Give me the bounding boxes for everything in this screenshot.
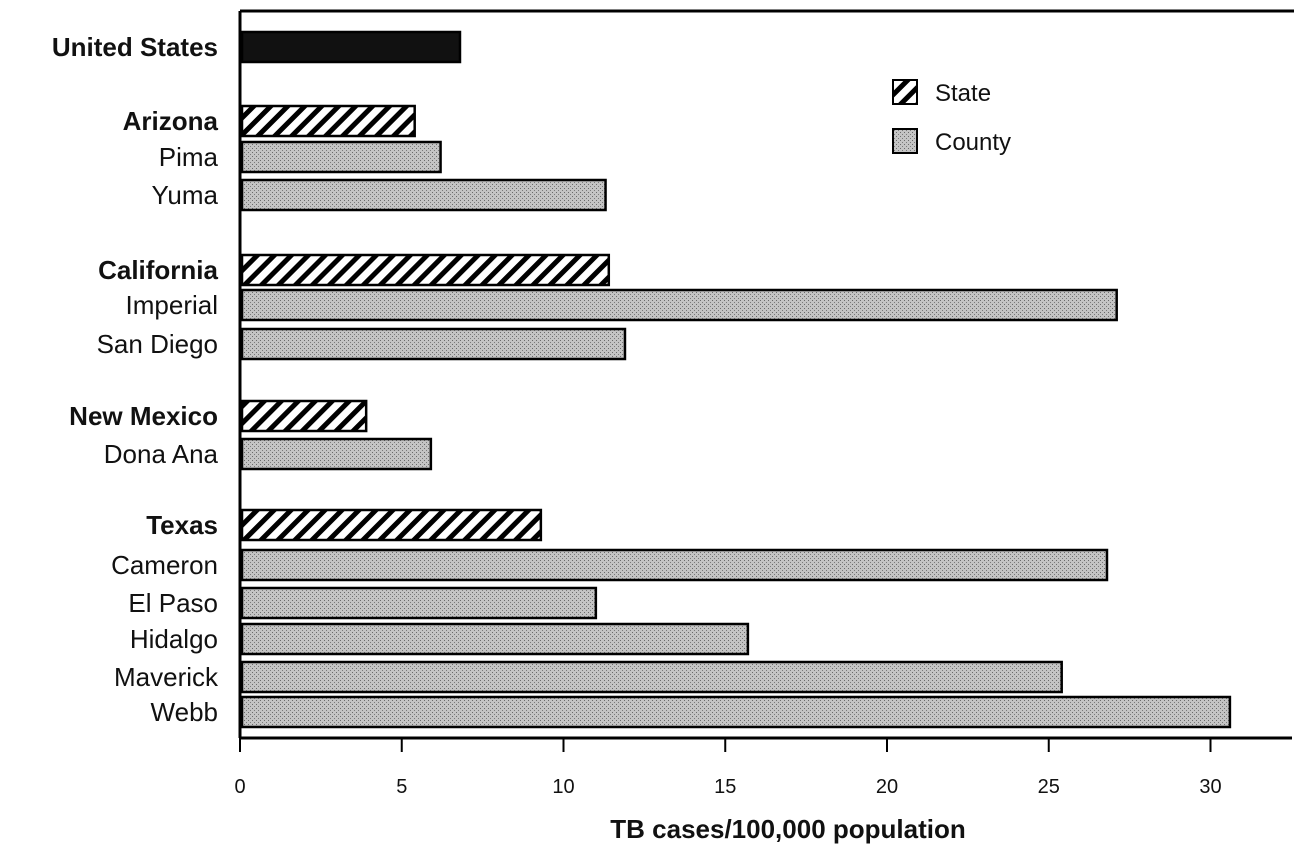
bar-san-diego xyxy=(240,327,627,361)
x-axis-ticks: 0 5 10 15 20 25 30 xyxy=(234,738,1222,798)
x-tick-label-30: 30 xyxy=(1199,776,1221,798)
category-label-imperial: Imperial xyxy=(126,290,218,320)
legend-label-county: County xyxy=(935,129,1011,156)
bar-arizona xyxy=(240,104,416,138)
category-label-yuma: Yuma xyxy=(152,180,219,210)
x-tick-label-5: 5 xyxy=(396,776,407,798)
category-label-hidalgo: Hidalgo xyxy=(130,624,218,654)
category-label-dona-ana: Dona Ana xyxy=(104,439,219,469)
category-label-texas: Texas xyxy=(146,510,218,540)
category-labels: United States Arizona Pima Yuma California Im… xyxy=(52,32,219,727)
category-label-webb: Webb xyxy=(151,697,218,727)
bar-new-mexico xyxy=(240,399,368,433)
bar-imperial xyxy=(240,288,1118,322)
bar-el-paso xyxy=(240,586,598,620)
category-label-cameron: Cameron xyxy=(111,550,218,580)
bar-series xyxy=(240,30,1232,729)
bar-dona-ana xyxy=(240,437,433,471)
category-label-san-diego: San Diego xyxy=(97,329,218,359)
legend-label-state: State xyxy=(935,80,991,107)
bar-webb xyxy=(240,695,1232,729)
x-tick-label-15: 15 xyxy=(714,776,736,798)
bar-united-states xyxy=(240,30,462,64)
bar-texas xyxy=(240,508,543,542)
bar-maverick xyxy=(240,660,1063,694)
x-tick-label-0: 0 xyxy=(234,776,245,798)
bar-california xyxy=(240,253,611,287)
category-label-new-mexico: New Mexico xyxy=(69,401,218,431)
category-label-pima: Pima xyxy=(159,142,219,172)
x-tick-label-10: 10 xyxy=(552,776,574,798)
legend: State County xyxy=(892,79,1011,156)
x-tick-label-20: 20 xyxy=(876,776,898,798)
bar-hidalgo xyxy=(240,622,750,656)
x-axis-title: TB cases/100,000 population xyxy=(610,814,965,844)
category-label-el-paso: El Paso xyxy=(128,588,218,618)
category-label-maverick: Maverick xyxy=(114,662,219,692)
category-label-united-states: United States xyxy=(52,32,218,62)
legend-swatch-county xyxy=(892,128,918,154)
bar-pima xyxy=(240,140,442,174)
category-label-arizona: Arizona xyxy=(123,106,219,136)
legend-swatch-state xyxy=(892,79,918,105)
x-tick-label-25: 25 xyxy=(1038,776,1060,798)
category-label-california: California xyxy=(98,255,218,285)
bar-yuma xyxy=(240,178,607,212)
bar-cameron xyxy=(240,548,1109,582)
